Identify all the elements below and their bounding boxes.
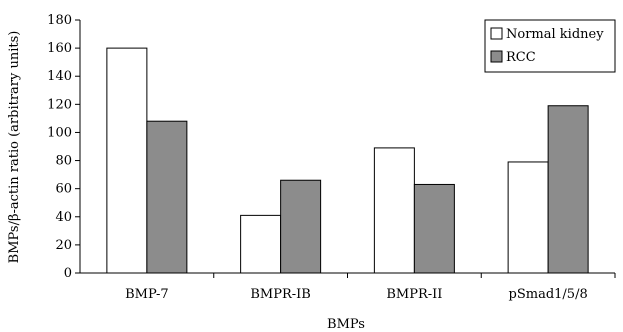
bars (106, 47, 589, 274)
y-tick-label: 180 (47, 13, 72, 28)
bar-rcc (146, 120, 188, 274)
legend-swatch (490, 50, 503, 63)
bar-rcc (280, 179, 322, 274)
y-tick-label: 60 (55, 182, 72, 197)
legend-label: RCC (506, 50, 536, 65)
y-axis-title: BMPs/β-actin ratio (arbitrary units) (7, 31, 22, 264)
bar-normal-kidney (240, 214, 282, 274)
legend-swatch (490, 27, 503, 40)
y-tick-label: 120 (47, 97, 72, 112)
legend-box (484, 19, 616, 73)
y-tick-label: 100 (47, 125, 72, 140)
x-axis-ticks: BMP-7 BMPR-IB BMPR-II pSmad1/5/8 (125, 273, 616, 302)
x-axis-title: BMPs (327, 317, 365, 332)
bar-rcc (547, 105, 589, 274)
y-tick-label: 160 (47, 41, 72, 56)
y-tick-label: 80 (55, 154, 72, 169)
bar-normal-kidney (507, 161, 549, 274)
y-tick-label: 0 (64, 266, 72, 281)
y-tick-label: 40 (55, 210, 72, 225)
bar-normal-kidney (373, 147, 415, 274)
bar-rcc (413, 183, 455, 274)
legend: Normal kidney RCC (484, 19, 616, 73)
bar-normal-kidney (106, 47, 148, 274)
x-tick-label: BMPR-IB (250, 287, 310, 302)
x-tick-label: BMPR-II (386, 287, 442, 302)
y-tick-label: 20 (55, 238, 72, 253)
y-tick-label: 140 (47, 69, 72, 84)
legend-label: Normal kidney (506, 27, 604, 42)
x-tick-label: BMP-7 (125, 287, 169, 302)
x-tick-label: pSmad1/5/8 (509, 287, 588, 302)
y-axis-ticks: 0 20 40 60 80 100 120 140 160 180 (47, 13, 80, 281)
